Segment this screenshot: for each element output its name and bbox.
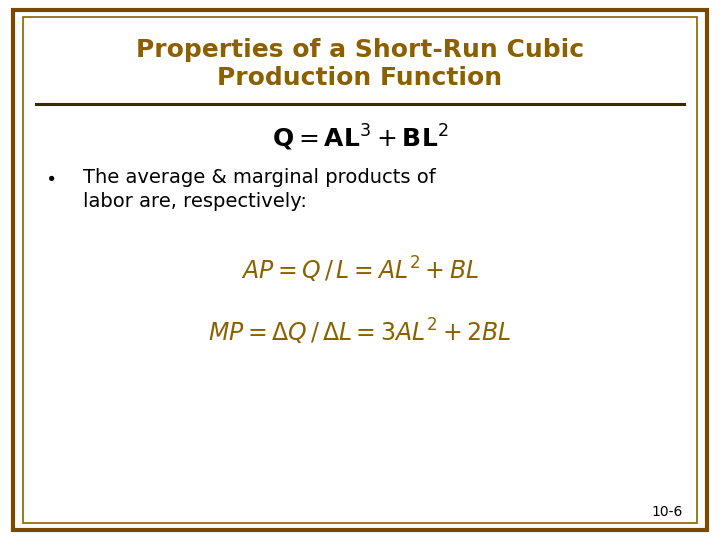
Text: Properties of a Short-Run Cubic: Properties of a Short-Run Cubic [136,38,584,62]
FancyBboxPatch shape [13,10,707,530]
Text: The average & marginal products of: The average & marginal products of [83,167,436,187]
Text: $\bullet$: $\bullet$ [45,168,55,186]
Text: $\mathit{MP} = \Delta\mathit{Q}\,/\,\Delta\mathit{L} = 3\mathit{A}\mathit{L}^2 +: $\mathit{MP} = \Delta\mathit{Q}\,/\,\Del… [208,317,512,347]
Text: $\mathit{AP} = \mathit{Q}\,/\,\mathit{L} = \mathit{A}\mathit{L}^2 + \mathit{B}\m: $\mathit{AP} = \mathit{Q}\,/\,\mathit{L}… [241,255,479,285]
Text: Production Function: Production Function [217,66,503,90]
Text: $\mathit{\mathbf{Q}} = \mathit{\mathbf{A}}\mathit{\mathbf{L}}^3 + \mathit{\mathb: $\mathit{\mathbf{Q}} = \mathit{\mathbf{A… [271,123,449,153]
Text: 10-6: 10-6 [651,505,683,519]
Text: labor are, respectively:: labor are, respectively: [83,192,307,212]
